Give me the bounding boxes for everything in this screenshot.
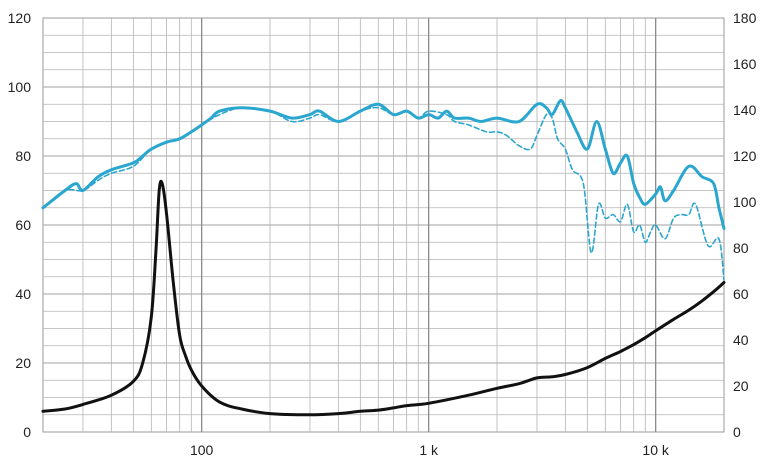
- left-tick-label: 80: [15, 148, 31, 164]
- left-axis-ticks: 0 20 40 60 80 100 120: [8, 10, 32, 440]
- right-tick-label: 0: [733, 424, 741, 440]
- x-tick-label: 10 k: [642, 442, 669, 458]
- right-tick-label: 140: [733, 102, 757, 118]
- x-tick-label: 100: [190, 442, 214, 458]
- left-tick-label: 20: [15, 355, 31, 371]
- left-tick-label: 100: [8, 79, 32, 95]
- right-tick-label: 100: [733, 194, 757, 210]
- right-axis-ticks: 0 20 40 60 80 100 120 140 160 180: [733, 10, 757, 440]
- left-tick-label: 120: [8, 10, 32, 26]
- right-tick-label: 180: [733, 10, 757, 26]
- right-tick-label: 60: [733, 286, 749, 302]
- spl-response-line: [41, 99, 726, 230]
- x-axis-ticks: 100 1 k 10 k: [190, 442, 670, 458]
- spl-offaxis-dashed-line: [42, 106, 725, 281]
- right-tick-label: 20: [733, 378, 749, 394]
- right-tick-label: 120: [733, 148, 757, 164]
- right-tick-label: 160: [733, 56, 757, 72]
- left-tick-label: 40: [15, 286, 31, 302]
- left-tick-label: 60: [15, 217, 31, 233]
- right-tick-label: 80: [733, 240, 749, 256]
- right-tick-label: 40: [733, 332, 749, 348]
- x-tick-label: 1 k: [419, 442, 439, 458]
- left-tick-label: 0: [23, 424, 31, 440]
- series-layer: [41, 99, 726, 417]
- grid: [42, 17, 725, 433]
- impedance-line: [41, 179, 726, 417]
